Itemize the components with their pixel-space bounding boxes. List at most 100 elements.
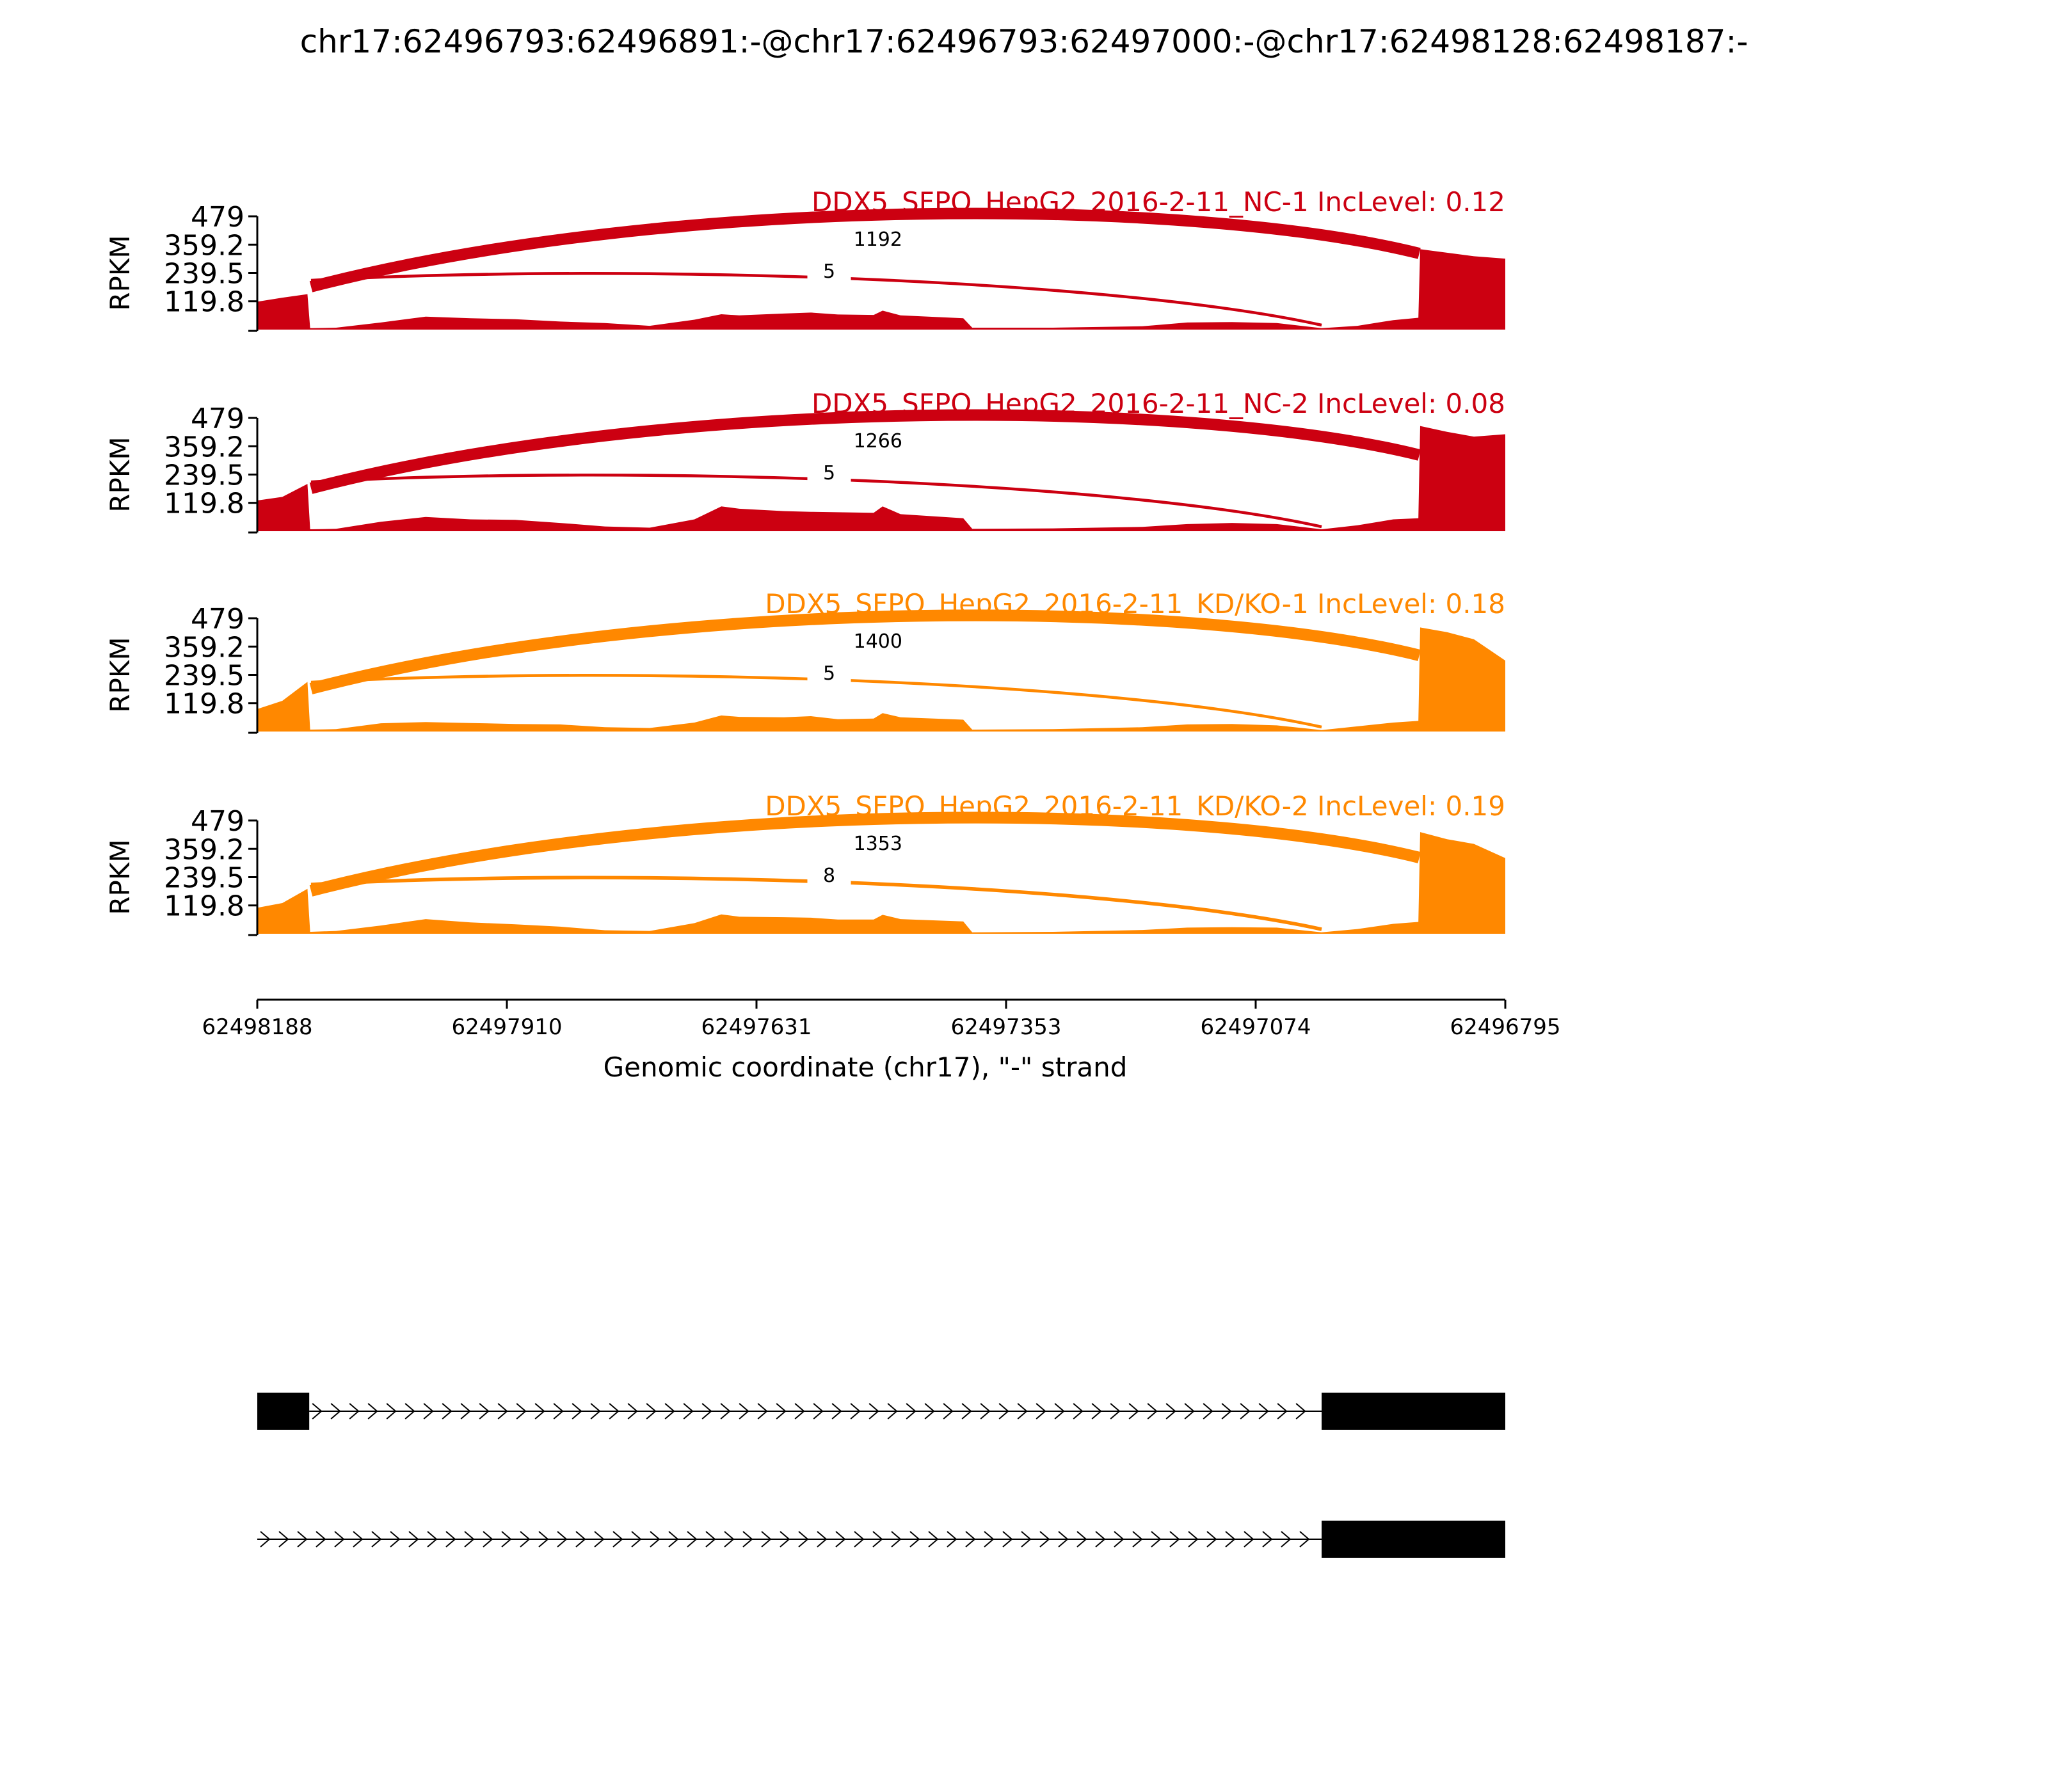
junction-count: 1353 — [854, 833, 902, 855]
strand-arrow — [780, 1531, 790, 1548]
junction-count-box — [807, 663, 851, 685]
strand-arrow — [353, 1531, 364, 1548]
exon-block — [257, 1393, 310, 1430]
y-axis-label: RPKM — [104, 235, 136, 310]
strand-arrow — [887, 1403, 898, 1420]
strand-arrow — [371, 1531, 382, 1548]
strand-arrow — [943, 1403, 954, 1420]
junction-count-box — [856, 833, 900, 855]
strand-arrow — [835, 1531, 846, 1548]
junction-arc — [309, 409, 1421, 494]
x-tick-label: 62497074 — [1200, 1014, 1311, 1040]
strand-arrow — [594, 1531, 605, 1548]
junction-arc — [310, 674, 1322, 729]
coverage-panel-1: 479359.2239.5119.8RPKMDDX5_SFPQ_HepG2_20… — [104, 186, 1505, 332]
strand-arrow — [1036, 1403, 1046, 1420]
strand-arrow — [980, 1403, 991, 1420]
strand-arrow — [572, 1403, 582, 1420]
junction-count-box — [856, 631, 900, 653]
strand-arrow — [501, 1531, 512, 1548]
strand-arrow — [520, 1531, 531, 1548]
strand-arrow — [1058, 1531, 1069, 1548]
strand-arrow — [1132, 1531, 1143, 1548]
junction-count-box — [807, 865, 851, 887]
coverage-panel-2: 479359.2239.5119.8RPKMDDX5_SFPQ_HepG2_20… — [104, 388, 1505, 534]
strand-arrow — [794, 1403, 805, 1420]
coverage-panels: 479359.2239.5119.8RPKMDDX5_SFPQ_HepG2_20… — [104, 186, 1505, 936]
strand-arrow — [404, 1403, 415, 1420]
y-tick-label: 119.8 — [164, 286, 244, 319]
strand-arrow — [906, 1403, 916, 1420]
strand-arrow — [1073, 1403, 1084, 1420]
x-tick-label: 62498188 — [202, 1014, 312, 1040]
strand-arrow — [998, 1403, 1009, 1420]
strand-arrow — [650, 1531, 660, 1548]
strand-arrow — [575, 1531, 586, 1548]
strand-arrow — [1221, 1403, 1232, 1420]
junction-count: 1266 — [854, 430, 902, 452]
x-tick-label: 62496795 — [1450, 1014, 1560, 1040]
strand-arrow — [947, 1531, 957, 1548]
y-tick-label: 119.8 — [164, 488, 244, 520]
junction-count: 1400 — [854, 630, 902, 653]
strand-arrow — [408, 1531, 419, 1548]
strand-arrow — [798, 1531, 809, 1548]
strand-arrow — [557, 1531, 568, 1548]
y-tick-label: 119.8 — [164, 688, 244, 721]
strand-arrow — [609, 1403, 620, 1420]
strand-arrow — [984, 1531, 995, 1548]
junction-arc — [310, 272, 1322, 327]
strand-arrow — [1091, 1403, 1102, 1420]
strand-arrow — [460, 1403, 471, 1420]
strand-arrow — [813, 1403, 824, 1420]
coverage-panel-3: 479359.2239.5119.8RPKMDDX5_SFPQ_HepG2_20… — [104, 588, 1505, 734]
junction-count: 1192 — [854, 228, 902, 251]
strand-arrow — [367, 1403, 378, 1420]
strand-arrow — [1240, 1403, 1251, 1420]
strand-arrow — [1188, 1531, 1199, 1548]
strand-arrow — [646, 1403, 657, 1420]
strand-arrow — [720, 1403, 731, 1420]
junction-count: 5 — [823, 662, 835, 685]
x-tick-label: 62497910 — [451, 1014, 562, 1040]
junction-arc — [310, 474, 1322, 529]
strand-arrow — [497, 1403, 508, 1420]
strand-arrow — [687, 1531, 698, 1548]
junction-arc — [309, 609, 1421, 694]
junction-arc — [309, 812, 1421, 897]
junction-arc — [309, 207, 1421, 292]
coverage-area — [257, 249, 1505, 330]
y-tick-label: 479 — [191, 201, 244, 234]
strand-arrow — [1114, 1531, 1124, 1548]
strand-arrow — [1225, 1531, 1236, 1548]
strand-arrow — [664, 1403, 675, 1420]
junction-count: 8 — [823, 865, 835, 887]
y-tick-label: 119.8 — [164, 890, 244, 923]
strand-arrow — [483, 1531, 493, 1548]
strand-arrow — [924, 1403, 935, 1420]
strand-arrow — [872, 1531, 883, 1548]
strand-arrow — [831, 1403, 842, 1420]
strand-arrow — [1169, 1531, 1180, 1548]
strand-arrow — [390, 1531, 401, 1548]
strand-arrow — [739, 1403, 749, 1420]
y-tick-label: 239.5 — [164, 258, 244, 291]
junction-count: 5 — [823, 260, 835, 283]
y-tick-label: 359.2 — [164, 833, 244, 866]
strand-arrow — [1244, 1531, 1254, 1548]
y-axis-label: RPKM — [104, 436, 136, 512]
strand-arrow — [297, 1531, 308, 1548]
strand-arrow — [1054, 1403, 1065, 1420]
strand-arrow — [705, 1531, 716, 1548]
strand-arrow — [479, 1403, 490, 1420]
x-tick-label: 62497353 — [950, 1014, 1061, 1040]
junction-arc — [310, 876, 1322, 931]
strand-arrow — [1095, 1531, 1106, 1548]
strand-arrow — [1002, 1531, 1013, 1548]
strand-arrow — [757, 1403, 768, 1420]
strand-arrow — [349, 1403, 360, 1420]
strand-arrow — [538, 1531, 549, 1548]
y-tick-label: 239.5 — [164, 660, 244, 692]
junction-count-box — [856, 431, 900, 452]
strand-arrow — [776, 1403, 787, 1420]
